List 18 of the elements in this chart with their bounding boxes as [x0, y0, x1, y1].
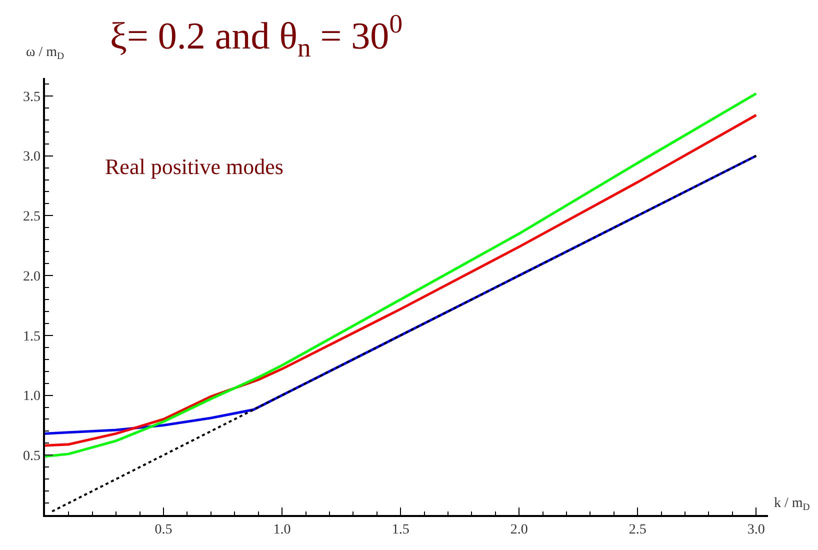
y-tick-label: 3.0: [22, 150, 40, 165]
y-tick-label: 2.5: [22, 210, 40, 225]
annotation: Real positive modes: [105, 154, 284, 179]
x-tick-label: 3.0: [747, 522, 765, 538]
y-tick-label: 0.5: [22, 449, 40, 464]
y-tick-label: 1.0: [22, 389, 40, 404]
x-tick-label: 0.5: [154, 522, 172, 538]
x-tick-label: 2.0: [510, 522, 528, 538]
x-tick-label: 1.0: [273, 522, 291, 538]
line-series: [51, 154, 758, 512]
x-tick-label: 1.5: [392, 522, 410, 538]
y-tick-label: 1.5: [22, 329, 40, 344]
y-tick-label: 3.5: [22, 90, 40, 105]
x-tick-label: 2.5: [628, 522, 646, 538]
y-axis-title: ω / m$_{D}$: [26, 45, 64, 62]
y-tick-label: 2.0: [22, 269, 40, 284]
chart-title: ξ= 0.2 and θ$_{n}$ = 30$^{0}$: [110, 8, 402, 63]
x-axis-title: k / m$_{D}$: [774, 496, 810, 513]
